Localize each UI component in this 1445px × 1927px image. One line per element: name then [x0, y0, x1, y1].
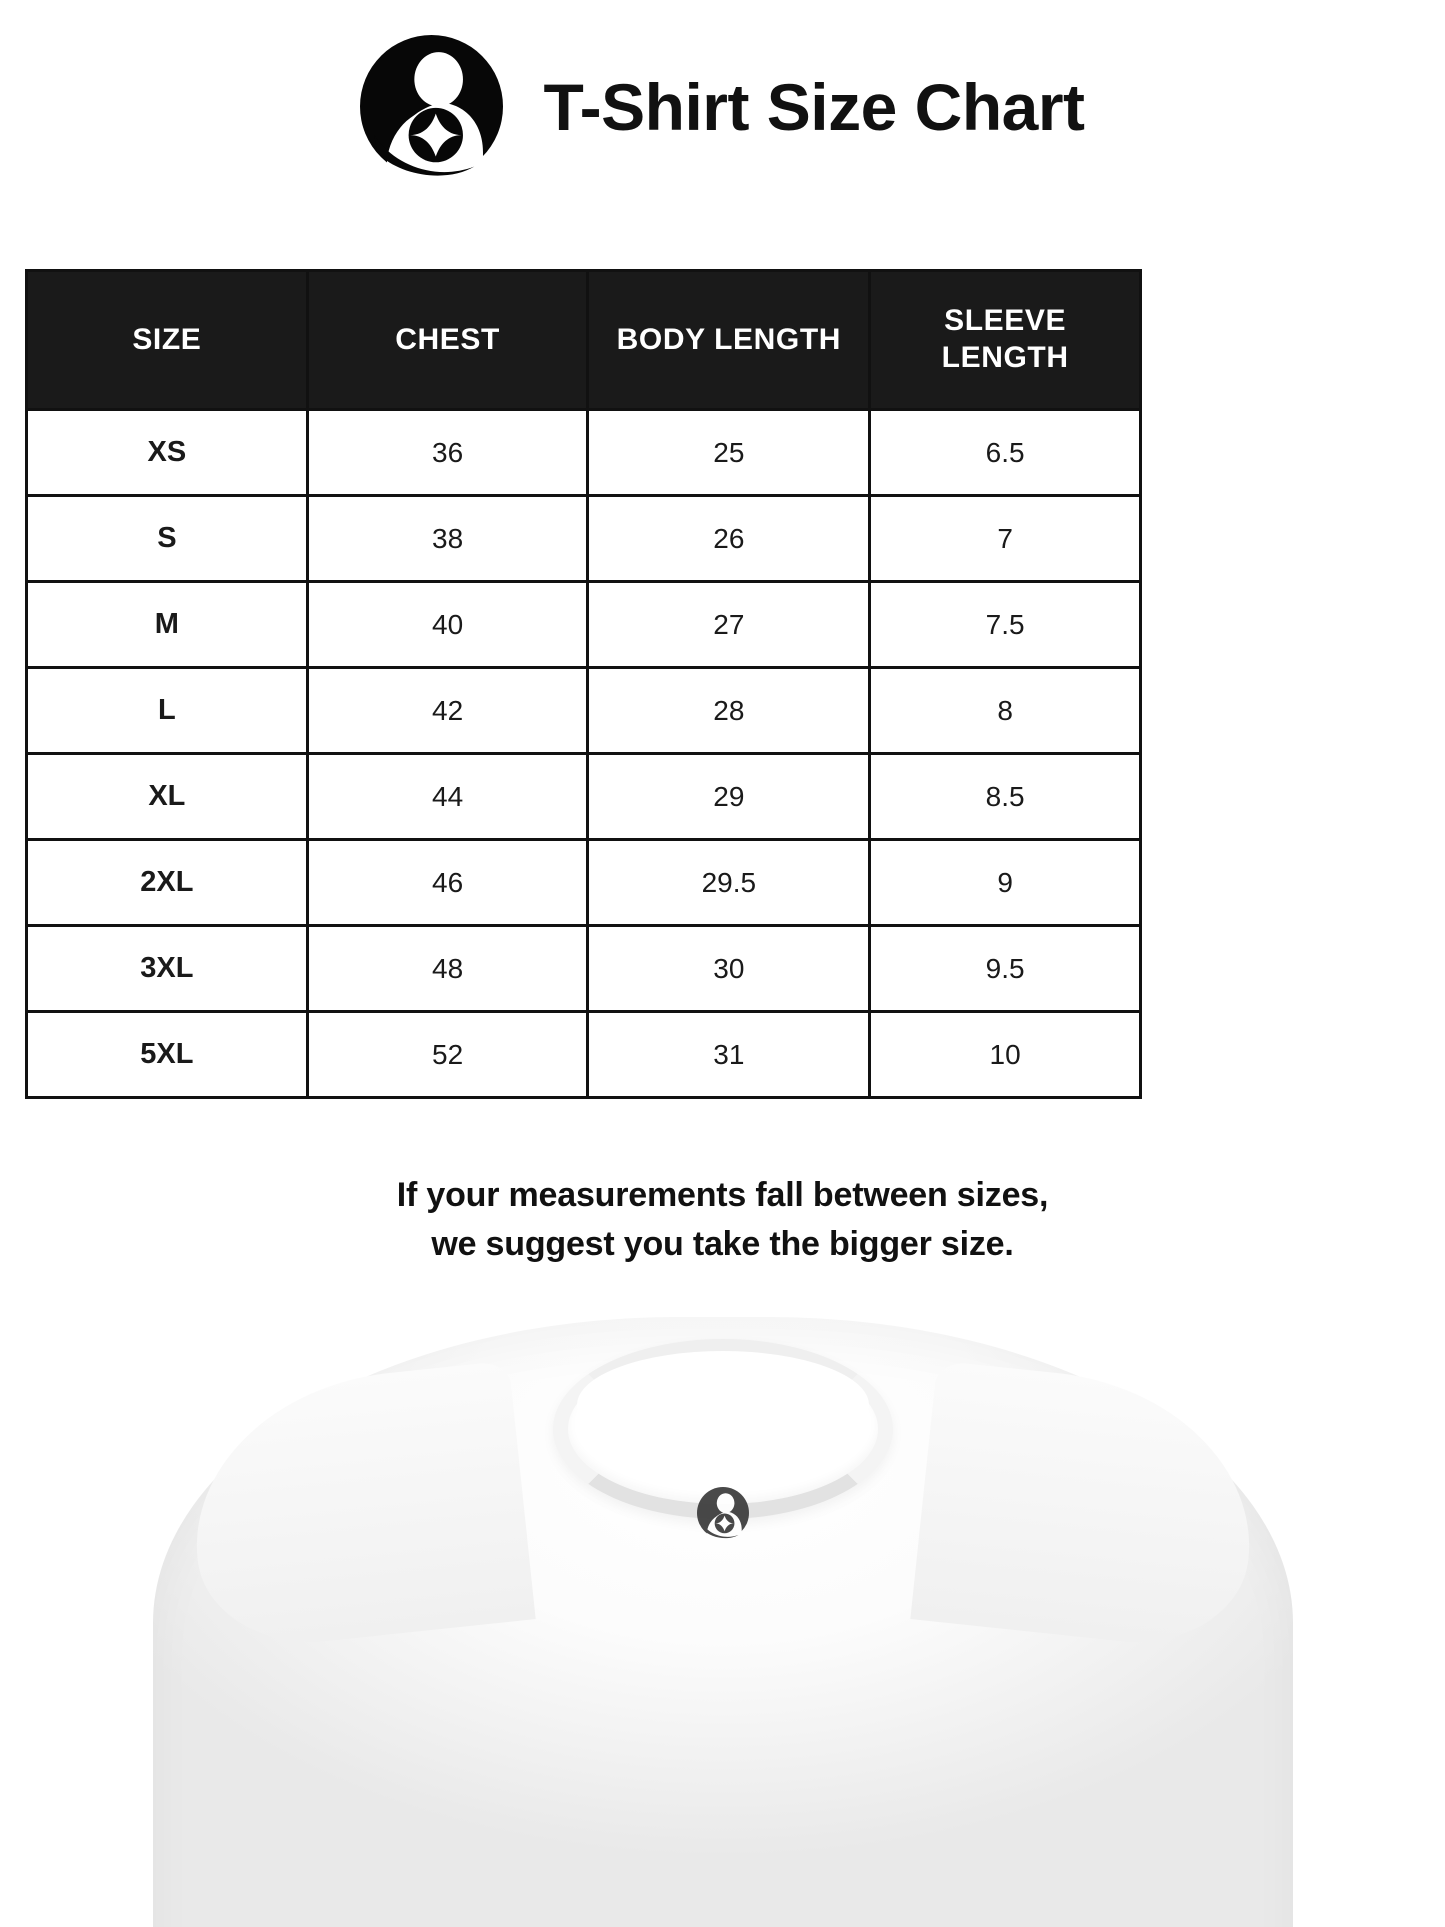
- cell-body-length: 29: [586, 752, 872, 841]
- cell-sleeve-length: 9.5: [868, 924, 1142, 1013]
- tshirt-left-shoulder: [179, 1360, 536, 1654]
- cell-body-length: 26: [586, 494, 872, 583]
- column-header-body-length: BODY LENGTH: [586, 269, 872, 411]
- cell-size: XS: [25, 408, 309, 497]
- cell-chest: 40: [305, 580, 590, 669]
- page-title: T-Shirt Size Chart: [543, 69, 1085, 144]
- cell-size: L: [25, 666, 309, 755]
- tshirt-collar-inner: [576, 1351, 869, 1459]
- cell-body-length: 31: [586, 1010, 872, 1099]
- cell-chest: 38: [305, 494, 590, 583]
- cell-sleeve-length: 10: [868, 1010, 1142, 1099]
- tshirt-photo: [0, 1267, 1445, 1927]
- cell-sleeve-length: 8: [868, 666, 1142, 755]
- cell-chest: 52: [305, 1010, 590, 1099]
- cell-chest: 42: [305, 666, 590, 755]
- cell-sleeve-length: 9: [868, 838, 1142, 927]
- cell-body-length: 27: [586, 580, 872, 669]
- sizing-note: If your measurements fall between sizes,…: [0, 1171, 1445, 1270]
- cell-size: M: [25, 580, 309, 669]
- cell-sleeve-length: 6.5: [868, 408, 1142, 497]
- mother-and-child-logo-icon: [360, 35, 504, 178]
- tshirt-right-shoulder: [909, 1360, 1266, 1654]
- cell-body-length: 28: [586, 666, 872, 755]
- cell-chest: 36: [305, 408, 590, 497]
- column-header-sleeve-length: SLEEVE LENGTH: [868, 269, 1142, 411]
- sizing-note-line-1: If your measurements fall between sizes,: [396, 1176, 1049, 1214]
- cell-size: S: [25, 494, 309, 583]
- table-row: 5XL 52 31 10: [25, 1010, 1142, 1099]
- cell-chest: 48: [305, 924, 590, 1013]
- cell-body-length: 25: [586, 408, 872, 497]
- column-header-size: SIZE: [25, 269, 309, 411]
- sizing-note-line-2: we suggest you take the bigger size.: [431, 1225, 1014, 1264]
- mother-and-child-logo-icon: [696, 1487, 749, 1539]
- size-chart-table: SIZE CHEST BODY LENGTH SLEEVE LENGTH XS …: [25, 269, 1142, 1099]
- cell-size: 3XL: [25, 924, 309, 1013]
- table-header: SIZE CHEST BODY LENGTH SLEEVE LENGTH: [25, 269, 1142, 411]
- tshirt-body: [152, 1317, 1293, 1927]
- table-row: 2XL 46 29.5 9: [25, 838, 1142, 927]
- cell-sleeve-length: 8.5: [868, 752, 1142, 841]
- header-row: SIZE CHEST BODY LENGTH SLEEVE LENGTH: [25, 269, 1142, 411]
- page-header: T-Shirt Size Chart: [0, 0, 1445, 178]
- table-body: XS 36 25 6.5 S 38 26 7 M 40 27 7.5 L 42 …: [25, 408, 1142, 1099]
- table-row: S 38 26 7: [25, 494, 1142, 583]
- cell-body-length: 30: [586, 924, 872, 1013]
- cell-size: 5XL: [25, 1010, 309, 1099]
- cell-chest: 46: [305, 838, 590, 927]
- size-table-container: SIZE CHEST BODY LENGTH SLEEVE LENGTH XS …: [25, 269, 1142, 1099]
- cell-chest: 44: [305, 752, 590, 841]
- table-row: 3XL 48 30 9.5: [25, 924, 1142, 1013]
- table-row: XS 36 25 6.5: [25, 408, 1142, 497]
- cell-sleeve-length: 7.5: [868, 580, 1142, 669]
- column-header-chest: CHEST: [305, 269, 590, 411]
- table-row: M 40 27 7.5: [25, 580, 1142, 669]
- table-row: XL 44 29 8.5: [25, 752, 1142, 841]
- cell-size: 2XL: [25, 838, 309, 927]
- cell-body-length: 29.5: [586, 838, 872, 927]
- table-row: L 42 28 8: [25, 666, 1142, 755]
- cell-size: XL: [25, 752, 309, 841]
- cell-sleeve-length: 7: [868, 494, 1142, 583]
